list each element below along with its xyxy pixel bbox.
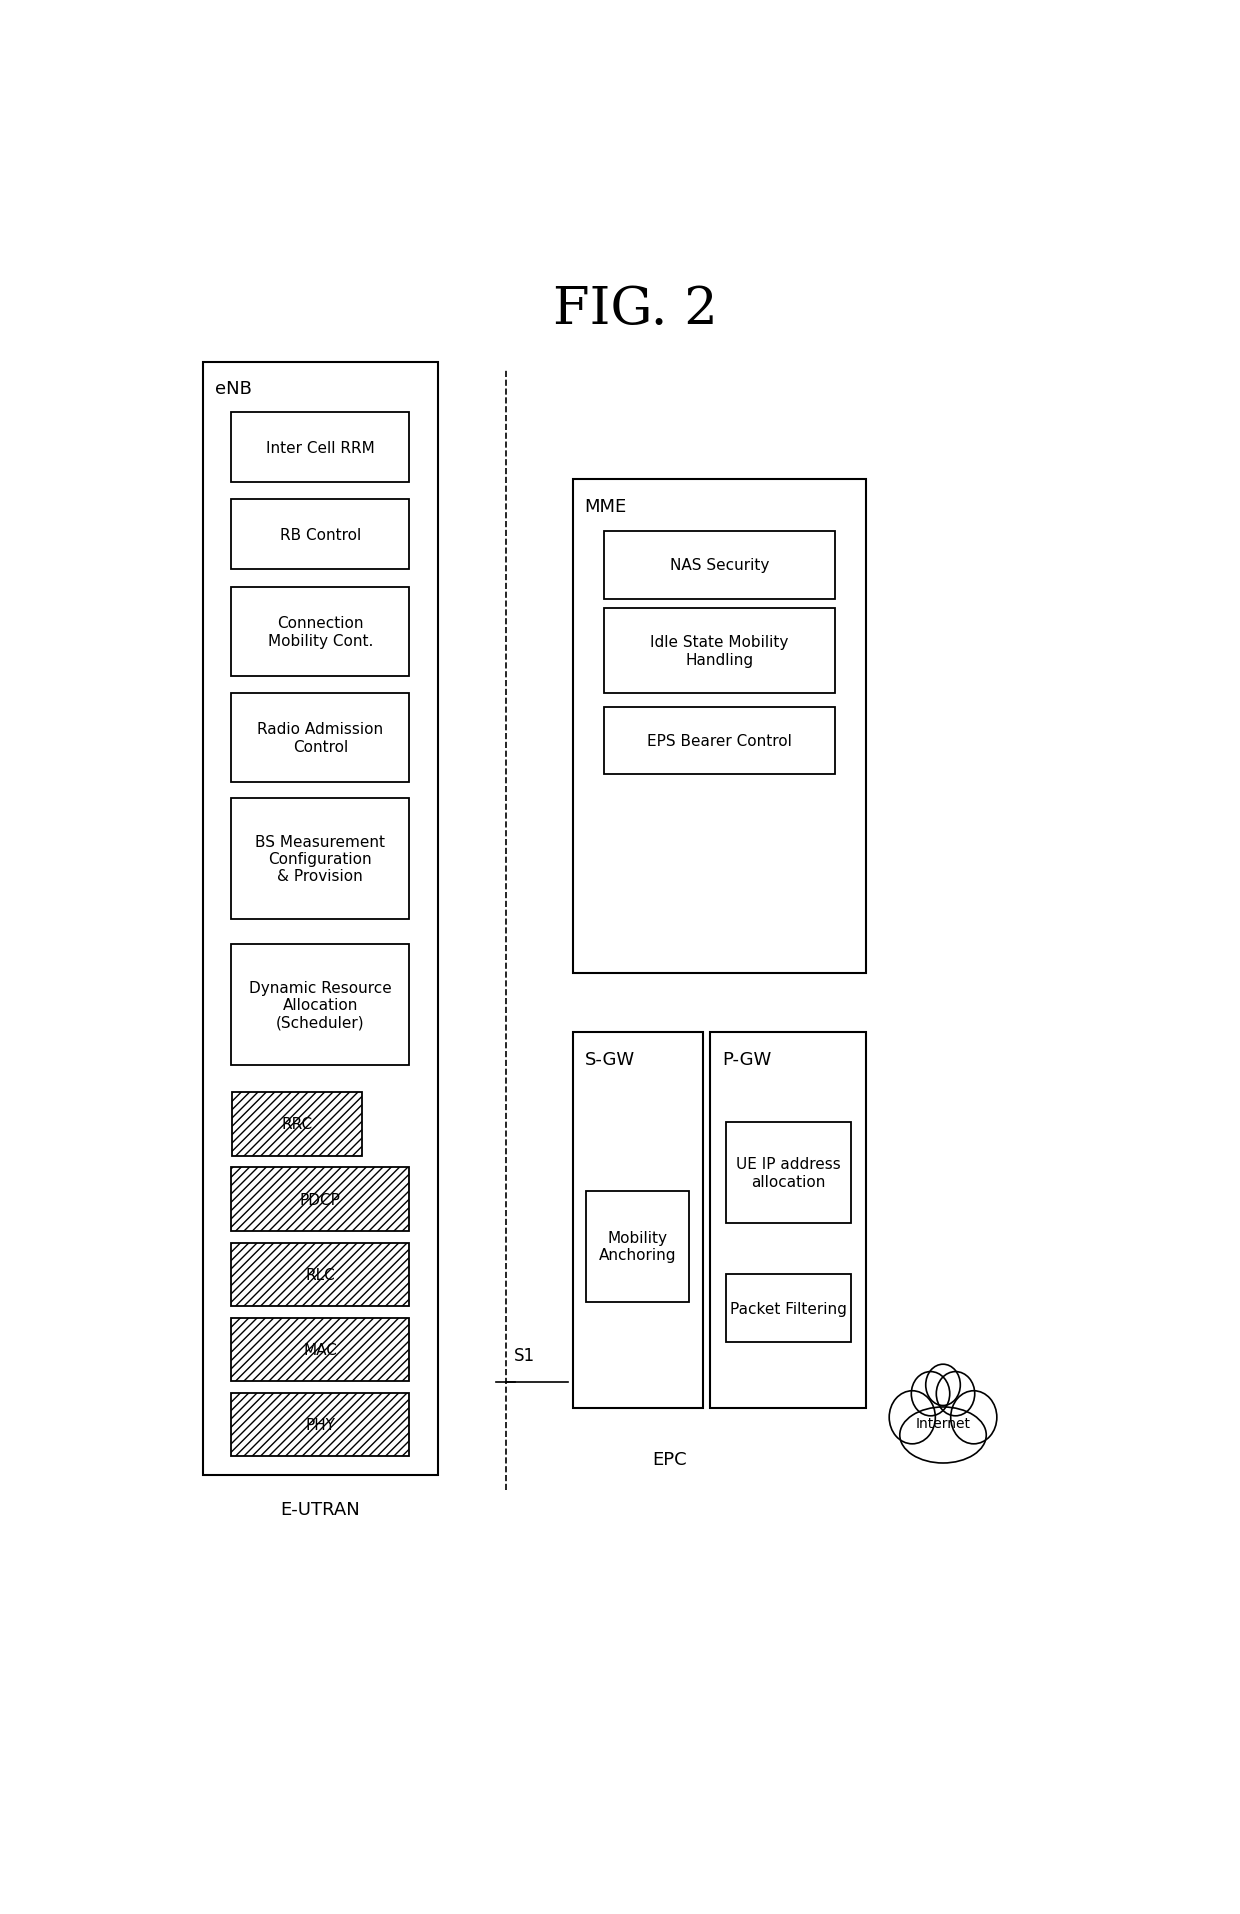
Text: FIG. 2: FIG. 2 [553,283,718,335]
Bar [232,1319,409,1382]
Text: RB Control: RB Control [280,526,361,542]
Text: P-GW: P-GW [722,1051,771,1068]
Text: Radio Admission
Control: Radio Admission Control [257,722,383,754]
Text: EPC: EPC [652,1451,687,1468]
Bar [232,1393,409,1457]
Ellipse shape [951,1391,997,1443]
Text: Dynamic Resource
Allocation
(Scheduler): Dynamic Resource Allocation (Scheduler) [249,980,392,1030]
Bar [232,944,409,1066]
Bar [604,609,835,695]
Bar [232,695,409,783]
Text: RRC: RRC [281,1116,312,1131]
Ellipse shape [926,1365,960,1405]
Bar [232,1242,409,1305]
Bar [232,1168,409,1231]
Bar [725,1275,851,1342]
Text: UE IP address
allocation: UE IP address allocation [735,1156,841,1189]
Text: Mobility
Anchoring: Mobility Anchoring [599,1231,676,1263]
Text: Packet Filtering: Packet Filtering [730,1302,847,1317]
Text: Idle State Mobility
Handling: Idle State Mobility Handling [651,635,789,668]
Text: RLC: RLC [305,1267,335,1282]
Text: Inter Cell RRM: Inter Cell RRM [265,440,374,456]
Bar [711,1034,866,1409]
Text: Internet: Internet [915,1416,971,1430]
Text: BS Measurement
Configuration
& Provision: BS Measurement Configuration & Provision [255,835,386,884]
Ellipse shape [889,1391,935,1443]
Text: EPS Bearer Control: EPS Bearer Control [647,733,792,748]
Bar [573,1034,703,1409]
Bar [725,1124,851,1223]
Text: PHY: PHY [305,1418,335,1432]
Bar [232,412,409,482]
Text: S1: S1 [513,1347,534,1365]
Text: MME: MME [584,498,626,517]
Ellipse shape [911,1372,950,1416]
Bar [604,706,835,775]
Bar [585,1191,689,1302]
Bar [203,362,439,1476]
Text: eNB: eNB [215,381,252,398]
Ellipse shape [936,1372,975,1416]
Text: NAS Security: NAS Security [670,559,769,572]
Text: MAC: MAC [304,1342,337,1357]
Bar [232,500,409,570]
Bar [573,480,867,974]
Bar [232,588,409,676]
Bar [604,532,835,599]
Text: PDCP: PDCP [300,1192,341,1208]
Text: Connection
Mobility Cont.: Connection Mobility Cont. [268,616,373,649]
Text: E-UTRAN: E-UTRAN [280,1501,360,1518]
Text: S-GW: S-GW [584,1051,635,1068]
Ellipse shape [900,1407,986,1462]
Bar [232,1093,362,1156]
Bar [232,798,409,919]
